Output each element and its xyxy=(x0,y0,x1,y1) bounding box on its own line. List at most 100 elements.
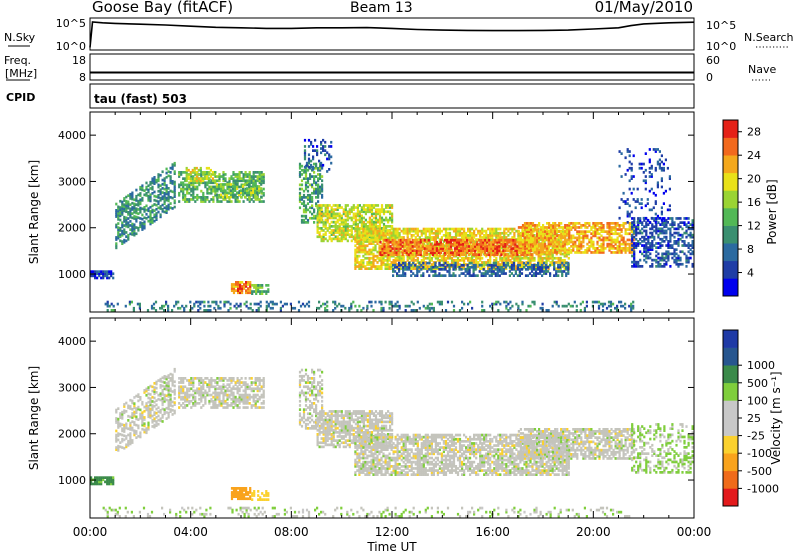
scatter-cell xyxy=(462,251,465,255)
scatter-cell xyxy=(182,187,185,191)
scatter-cell xyxy=(362,229,365,233)
scatter-cell xyxy=(467,302,470,306)
scatter-cell xyxy=(206,191,209,195)
scatter-cell xyxy=(330,216,333,220)
scatter-cell xyxy=(360,259,363,262)
scatter-cell xyxy=(482,249,485,252)
scatter-cell xyxy=(346,231,349,234)
scatter-cell xyxy=(352,206,355,209)
scatter-cell xyxy=(131,226,134,230)
scatter-cell xyxy=(400,267,403,270)
scatter-cell xyxy=(208,181,211,185)
scatter-cell xyxy=(385,249,388,252)
scatter-cell xyxy=(441,247,444,250)
scatter-cell xyxy=(171,165,174,169)
scatter-cell xyxy=(616,236,619,240)
scatter-cell xyxy=(477,250,480,254)
scatter-cell xyxy=(372,229,375,233)
scatter-cell xyxy=(552,240,555,244)
scatter-cell xyxy=(135,194,138,198)
scatter-cell xyxy=(475,227,478,231)
scatter-cell xyxy=(374,214,378,218)
scatter-cell xyxy=(490,249,493,252)
scatter-cell xyxy=(393,249,396,252)
scatter-cell xyxy=(500,272,503,275)
scatter-cell xyxy=(125,195,128,199)
scatter-cell xyxy=(313,181,316,185)
scatter-cell xyxy=(129,213,132,217)
scatter-cell xyxy=(448,265,451,269)
scatter-cell xyxy=(317,183,320,187)
scatter-cell xyxy=(490,268,493,271)
scatter-cell xyxy=(382,218,386,222)
scatter-cell xyxy=(291,306,294,310)
scatter-cell xyxy=(380,256,383,260)
scatter-cell xyxy=(147,188,150,192)
scatter-cell xyxy=(448,236,452,239)
scatter-cell xyxy=(354,240,357,243)
scatter-cell xyxy=(491,227,494,231)
scatter-cell xyxy=(212,187,215,191)
scatter-cell xyxy=(512,263,515,267)
scatter-cell xyxy=(523,263,526,266)
scatter-cell xyxy=(154,309,158,312)
scatter-cell xyxy=(360,236,363,239)
scatter-cell xyxy=(598,226,601,229)
scatter-cell xyxy=(167,187,170,190)
scatter-cell xyxy=(139,200,142,204)
scatter-cell xyxy=(433,240,436,244)
scatter-cell xyxy=(320,220,323,224)
scatter-cell xyxy=(554,244,557,248)
scatter-cell xyxy=(622,236,625,240)
scatter-cell xyxy=(145,192,148,195)
scatter-cell xyxy=(475,261,478,264)
scatter-cell xyxy=(456,261,460,264)
scatter-cell xyxy=(161,195,164,199)
scatter-cell xyxy=(358,242,361,245)
scatter-cell xyxy=(348,309,351,312)
scatter-cell xyxy=(141,224,144,227)
scatter-cell xyxy=(147,199,150,202)
scatter-cell xyxy=(386,265,389,268)
scatter-cell xyxy=(171,190,174,194)
scatter-cell xyxy=(252,181,255,185)
scatter-cell xyxy=(346,222,349,226)
scatter-cell xyxy=(405,238,408,242)
scatter-cell xyxy=(423,247,426,250)
scatter-cell xyxy=(427,249,430,252)
scatter-cell xyxy=(405,249,408,252)
scatter-cell xyxy=(430,238,433,241)
scatter-cell xyxy=(183,306,186,310)
scatter-cell xyxy=(414,231,417,235)
scatter-cell xyxy=(117,211,120,215)
scatter-cell xyxy=(408,261,411,265)
scatter-cell xyxy=(316,227,319,230)
scatter-cell xyxy=(159,190,162,194)
scatter-cell xyxy=(532,272,536,275)
scatter-cell xyxy=(202,191,205,195)
scatter-cell xyxy=(252,183,255,186)
scatter-cell xyxy=(531,236,535,240)
scatter-cell xyxy=(514,245,517,248)
scatter-cell xyxy=(104,302,107,306)
scatter-cell xyxy=(461,231,464,235)
scatter-cell xyxy=(306,196,310,199)
scatter-cell xyxy=(422,259,425,262)
scatter-cell xyxy=(538,238,541,242)
scatter-cell xyxy=(138,304,141,308)
scatter-cell xyxy=(370,300,373,304)
scatter-cell xyxy=(436,244,439,248)
nave-tick-top: 60 xyxy=(706,54,720,67)
scatter-cell xyxy=(137,212,140,215)
scatter-cell xyxy=(193,166,196,170)
scatter-cell xyxy=(482,272,485,275)
scatter-cell xyxy=(344,208,347,211)
scatter-cell xyxy=(364,222,367,226)
scatter-cell xyxy=(346,210,349,214)
scatter-cell xyxy=(502,249,505,252)
scatter-cell xyxy=(370,208,374,211)
scatter-cell xyxy=(169,206,172,210)
scatter-cell xyxy=(352,220,355,224)
scatter-cell xyxy=(551,252,554,256)
scatter-cell xyxy=(570,244,573,248)
